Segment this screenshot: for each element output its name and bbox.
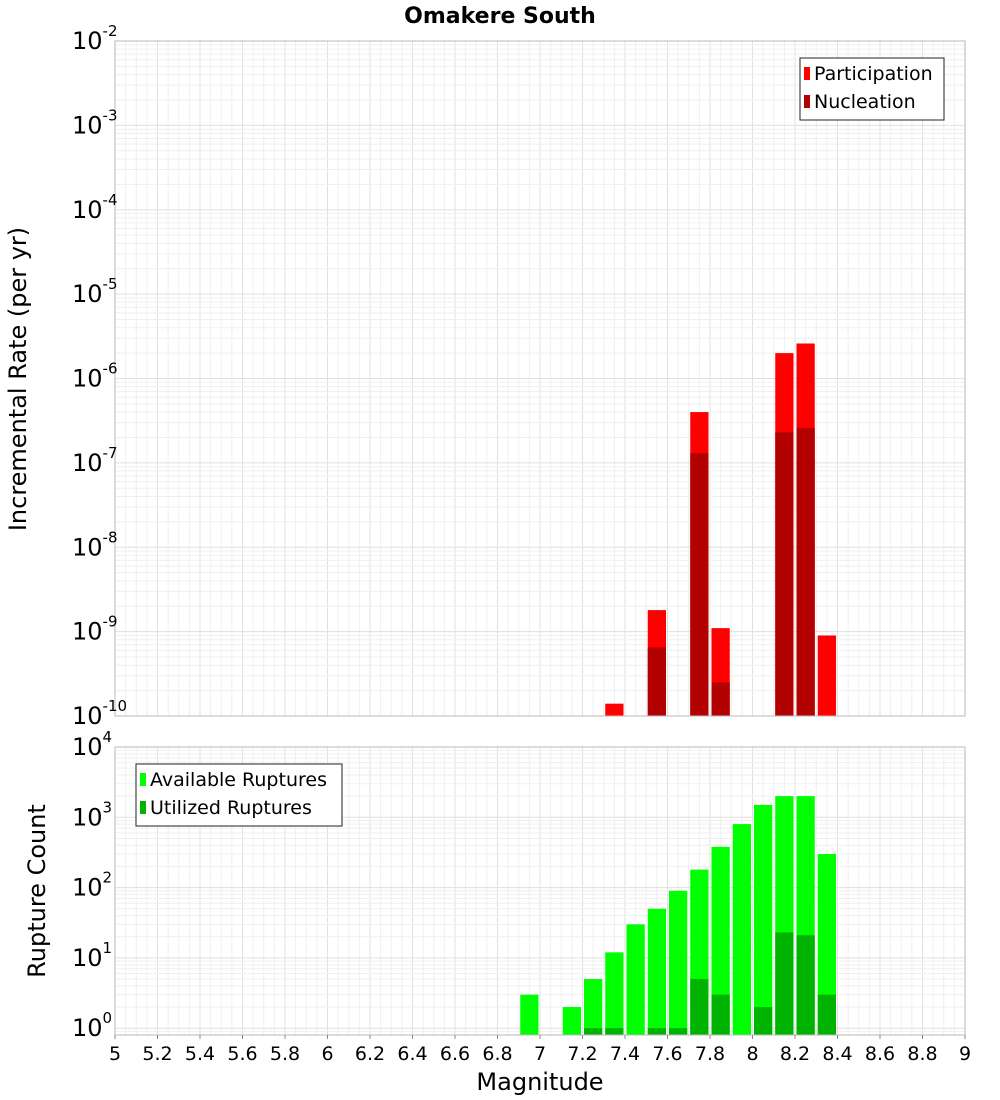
bar bbox=[775, 432, 794, 716]
x-tick-label: 6.4 bbox=[397, 1043, 427, 1065]
x-tick-label: 6.2 bbox=[355, 1043, 385, 1065]
top-plot-frame bbox=[114, 40, 966, 717]
chart-title: Omakere South bbox=[404, 4, 596, 29]
top-grid bbox=[114, 40, 966, 717]
x-tick-label: 8.8 bbox=[907, 1043, 937, 1065]
y-tick-label: 10-2 bbox=[72, 22, 118, 55]
bottom-legend: Available Ruptures Utilized Ruptures bbox=[135, 763, 343, 827]
bar bbox=[584, 979, 603, 1035]
x-tick-label: 6 bbox=[321, 1043, 333, 1065]
legend-swatch bbox=[804, 67, 810, 80]
bar bbox=[817, 994, 836, 1035]
x-ticks: 5 5.2 5.4 5.6 5.8 6 6.2 6.4 6.6 6.8 7 7.2 7.4 7.6 7.8 8… bbox=[109, 1035, 971, 1065]
x-tick-label: 5 bbox=[109, 1043, 121, 1065]
bottom-y-axis-label: Rupture Count bbox=[23, 804, 51, 978]
y-tick-label: 10-10 bbox=[72, 697, 127, 730]
bar bbox=[605, 703, 624, 716]
x-tick-label: 9 bbox=[959, 1043, 971, 1065]
bar bbox=[754, 804, 773, 1035]
top-y-axis-label: Incremental Rate (per yr) bbox=[4, 227, 32, 531]
bottom-grid bbox=[114, 746, 966, 1036]
x-tick-label: 7 bbox=[534, 1043, 546, 1065]
x-tick-label: 5.4 bbox=[185, 1043, 215, 1065]
bar bbox=[775, 932, 794, 1035]
legend-label: Available Ruptures bbox=[150, 769, 327, 791]
y-tick-label: 10-8 bbox=[72, 528, 118, 561]
bar bbox=[711, 994, 730, 1035]
bar bbox=[796, 935, 815, 1035]
y-tick-label: 100 bbox=[72, 1009, 112, 1042]
bar bbox=[669, 890, 688, 1035]
legend-swatch bbox=[140, 801, 146, 814]
x-tick-label: 7.2 bbox=[567, 1043, 597, 1065]
bar bbox=[754, 1007, 773, 1035]
y-tick-label: 10-5 bbox=[72, 275, 118, 308]
bar bbox=[711, 846, 730, 1035]
bar bbox=[647, 1028, 666, 1035]
x-tick-label: 8 bbox=[746, 1043, 758, 1065]
x-tick-label: 6.6 bbox=[440, 1043, 470, 1065]
legend-label: Nucleation bbox=[814, 91, 916, 113]
bar bbox=[520, 994, 539, 1035]
x-tick-label: 7.8 bbox=[695, 1043, 725, 1065]
y-tick-label: 10-7 bbox=[72, 444, 118, 477]
legend-swatch bbox=[140, 773, 146, 786]
bar bbox=[817, 854, 836, 1035]
legend-swatch bbox=[804, 95, 810, 108]
legend-label: Participation bbox=[814, 63, 933, 85]
legend-label: Utilized Ruptures bbox=[150, 797, 312, 819]
bar bbox=[690, 453, 709, 716]
y-tick-label: 10-4 bbox=[72, 191, 118, 224]
bar bbox=[817, 635, 836, 716]
x-tick-label: 5.6 bbox=[227, 1043, 257, 1065]
bottom-panel: 100 101 102 103 104 5 5.2 5.4 5.6 5.8 6 6.2 6.4 6.6 6.… bbox=[72, 728, 971, 1065]
bar bbox=[732, 824, 751, 1035]
y-tick-label: 102 bbox=[72, 869, 112, 902]
x-tick-label: 7.6 bbox=[652, 1043, 682, 1065]
x-tick-label: 7.4 bbox=[610, 1043, 640, 1065]
bar bbox=[584, 1028, 603, 1035]
x-tick-label: 8.4 bbox=[822, 1043, 852, 1065]
bottom-series-1 bbox=[520, 796, 836, 1035]
bottom-y-ticks: 100 101 102 103 104 bbox=[72, 728, 112, 1042]
x-tick-label: 8.2 bbox=[780, 1043, 810, 1065]
x-tick-label: 6.8 bbox=[482, 1043, 512, 1065]
y-tick-label: 101 bbox=[72, 939, 112, 972]
x-tick-label: 5.8 bbox=[270, 1043, 300, 1065]
bar bbox=[605, 1028, 624, 1035]
y-tick-label: 103 bbox=[72, 798, 112, 831]
top-series-2 bbox=[647, 427, 815, 716]
top-legend: Participation Nucleation bbox=[799, 57, 945, 121]
bar bbox=[711, 682, 730, 716]
bar bbox=[690, 979, 709, 1035]
x-tick-label: 8.6 bbox=[865, 1043, 895, 1065]
y-tick-label: 10-9 bbox=[72, 613, 118, 646]
bar bbox=[669, 1028, 688, 1035]
bar bbox=[562, 1007, 581, 1035]
top-y-ticks: 10-10 10-9 10-8 10-7 10-6 10-5 10-4 10-3 10-2 bbox=[72, 22, 127, 730]
y-tick-label: 10-6 bbox=[72, 360, 118, 393]
x-axis-label: Magnitude bbox=[476, 1068, 603, 1096]
y-tick-label: 10-3 bbox=[72, 106, 118, 139]
y-tick-label: 104 bbox=[72, 728, 112, 761]
top-panel: 10-10 10-9 10-8 10-7 10-6 10-5 10-4 10-3 10-2 Par… bbox=[72, 22, 966, 730]
legend-box bbox=[135, 763, 343, 827]
bar bbox=[796, 427, 815, 716]
bar bbox=[647, 908, 666, 1035]
bar bbox=[626, 924, 645, 1035]
x-tick-label: 5.2 bbox=[142, 1043, 172, 1065]
legend-box bbox=[799, 57, 945, 121]
bar bbox=[605, 952, 624, 1035]
bar bbox=[647, 647, 666, 716]
bottom-series-2 bbox=[584, 932, 836, 1035]
